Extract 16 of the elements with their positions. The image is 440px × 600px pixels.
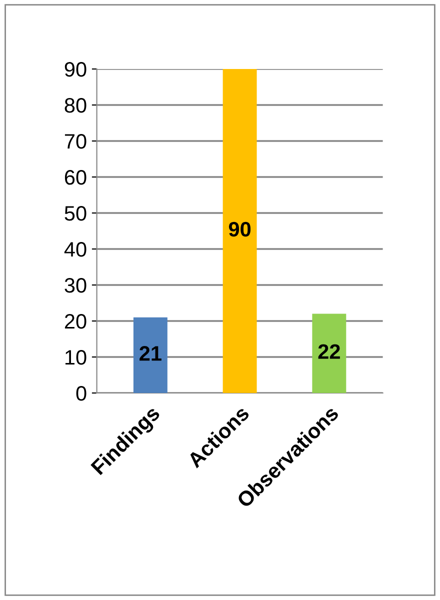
y-tick-label: 50 — [64, 206, 86, 221]
bar — [312, 314, 346, 393]
y-tick-label: 10 — [65, 350, 86, 365]
y-tick-label: 30 — [64, 278, 86, 293]
y-tick-label: 20 — [64, 314, 86, 329]
y-tick-label: 40 — [64, 242, 86, 257]
y-tick-label: 60 — [64, 170, 86, 185]
bar — [222, 69, 257, 393]
data-label: 22 — [318, 344, 340, 359]
y-tick-label: 70 — [64, 134, 86, 149]
y-tick-label: 0 — [76, 386, 86, 401]
data-label: 21 — [140, 346, 162, 361]
y-tick-label: 90 — [64, 62, 86, 77]
bar — [133, 317, 168, 393]
data-label: 90 — [228, 222, 251, 237]
y-tick-label: 80 — [64, 98, 86, 113]
